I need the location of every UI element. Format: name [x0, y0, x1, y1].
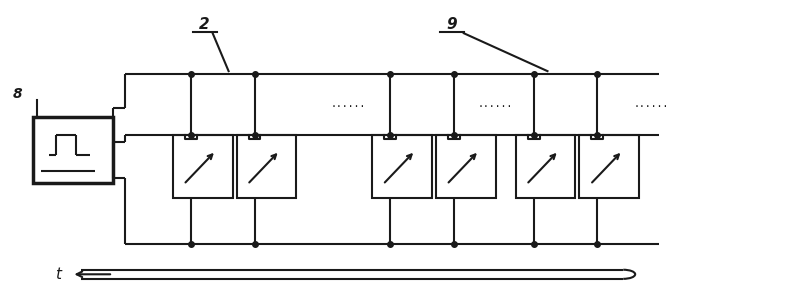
Bar: [579, 135, 639, 199]
Text: 9: 9: [446, 17, 457, 32]
Bar: [237, 135, 296, 199]
Bar: [372, 135, 432, 199]
Bar: [34, 117, 113, 183]
Text: ......: ......: [330, 99, 366, 110]
Text: ......: ......: [478, 99, 514, 110]
Bar: [173, 135, 233, 199]
Text: ......: ......: [634, 99, 669, 110]
Text: 8: 8: [13, 88, 22, 102]
Text: t: t: [55, 267, 61, 282]
Text: 2: 2: [199, 17, 210, 32]
Bar: [436, 135, 496, 199]
Bar: [515, 135, 575, 199]
